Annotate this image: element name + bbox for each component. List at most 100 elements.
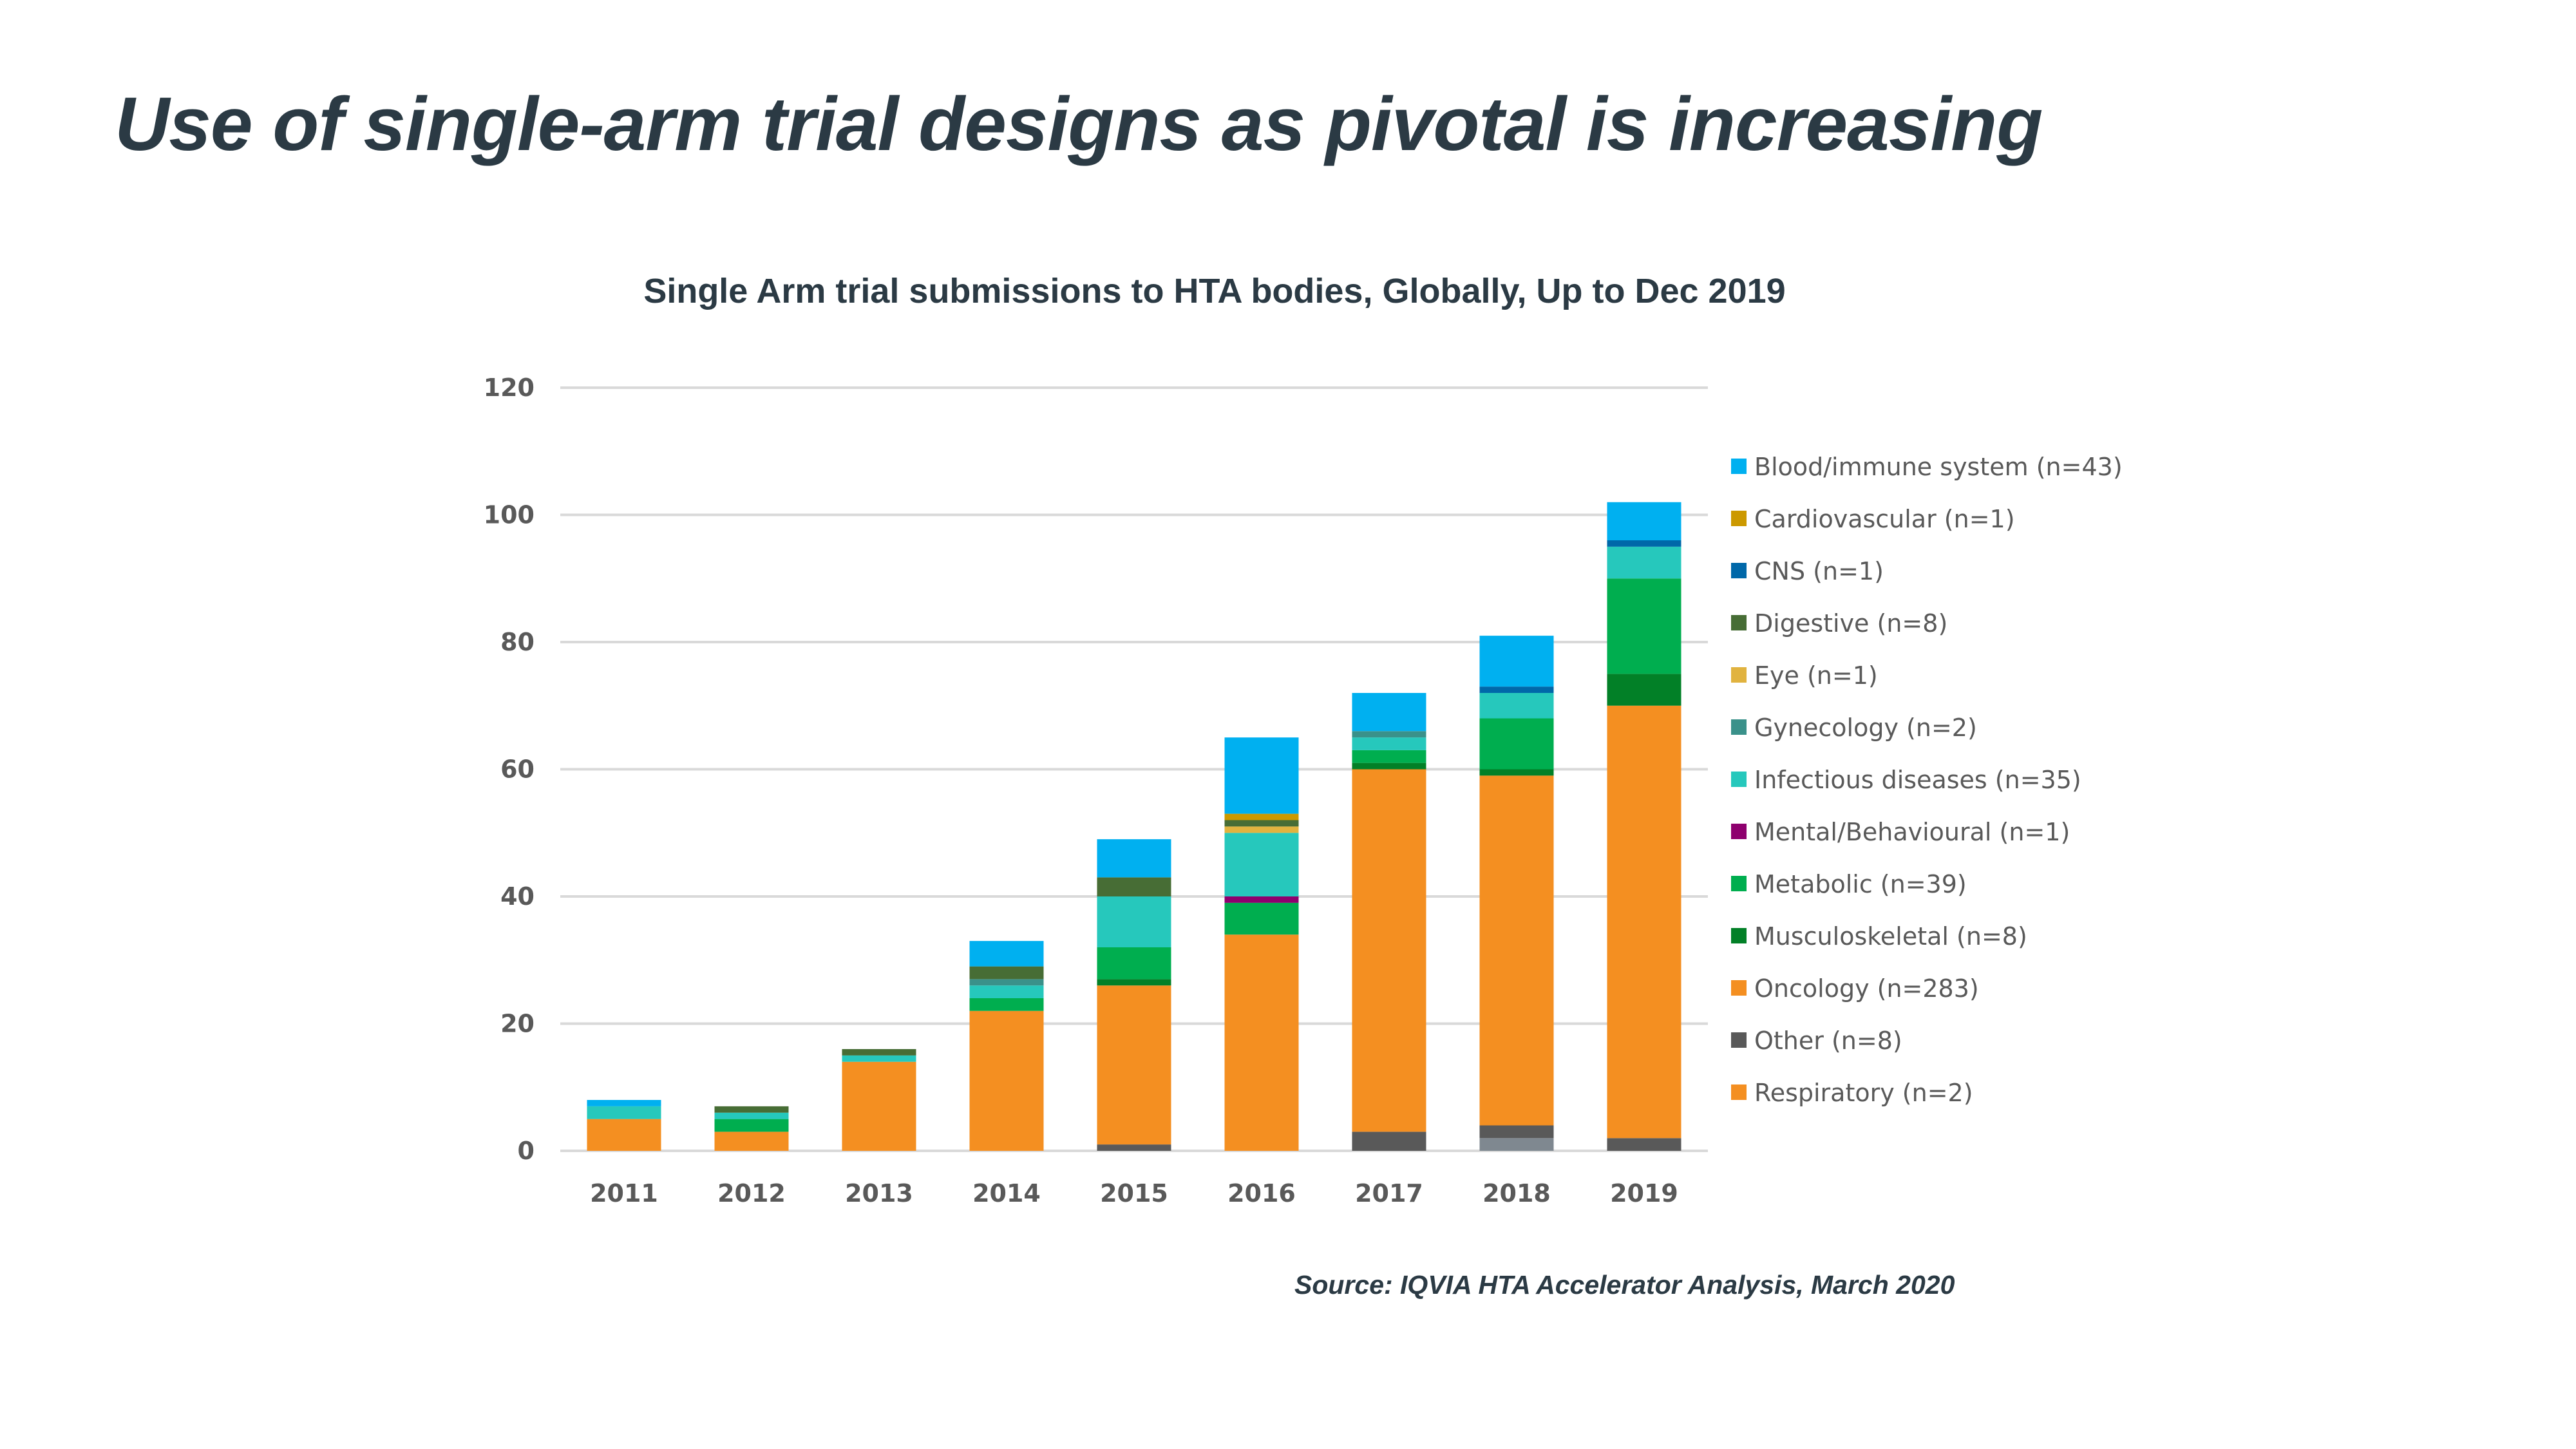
bar-segment-digestive	[1097, 877, 1171, 896]
bar-segment-infectious-diseases	[1607, 546, 1681, 579]
bar-stack-2017	[1352, 693, 1426, 1151]
legend-item: Metabolic (n=39)	[1731, 870, 1967, 898]
bar-stack-2013	[842, 1049, 916, 1151]
bar-segment-other	[1097, 1144, 1171, 1151]
bar-segment-metabolic	[1479, 718, 1554, 770]
legend-swatch	[1731, 459, 1747, 474]
x-tick-label: 2019	[1610, 1179, 1678, 1208]
legend-swatch	[1731, 1032, 1747, 1048]
y-tick-label: 20	[500, 1010, 535, 1038]
x-tick-label: 2014	[972, 1179, 1041, 1208]
bar-segment-cns	[1607, 540, 1681, 547]
bar-segment-metabolic	[714, 1119, 789, 1132]
bar-segment-gynecology	[1352, 731, 1426, 738]
bar-segment-cardiovascular	[1224, 813, 1299, 820]
legend-label: Other (n=8)	[1754, 1027, 1902, 1055]
legend-item: Respiratory (n=2)	[1731, 1079, 1973, 1107]
bars	[587, 502, 1681, 1151]
x-tick-label: 2018	[1482, 1179, 1551, 1208]
legend-swatch	[1731, 511, 1747, 526]
legend-swatch	[1731, 667, 1747, 683]
bar-segment-oncology	[1352, 769, 1426, 1132]
y-tick-label: 0	[518, 1137, 535, 1165]
legend-item: Oncology (n=283)	[1731, 974, 1979, 1003]
bar-segment-other	[1607, 1138, 1681, 1151]
bar-segment-musculoskeletal	[1479, 769, 1554, 776]
bar-segment-infectious-diseases	[1224, 833, 1299, 896]
bar-stack-2015	[1097, 839, 1171, 1151]
bar-segment-blood-immune-system	[1479, 636, 1554, 687]
bar-segment-infectious-diseases	[969, 985, 1044, 998]
legend-swatch	[1731, 928, 1747, 943]
bar-stack-2012	[714, 1106, 789, 1151]
x-tick-label: 2013	[845, 1179, 913, 1208]
bar-segment-other	[1352, 1132, 1426, 1151]
bar-segment-oncology	[1224, 934, 1299, 1151]
bar-segment-metabolic	[969, 998, 1044, 1011]
bar-segment-oncology	[969, 1010, 1044, 1151]
y-tick-label: 80	[500, 628, 535, 656]
bar-segment-musculoskeletal	[1097, 979, 1171, 986]
bar-segment-digestive	[714, 1106, 789, 1113]
legend-item: Other (n=8)	[1731, 1027, 1902, 1055]
bar-segment-infectious-diseases	[1479, 693, 1554, 719]
bar-segment-digestive	[1224, 820, 1299, 827]
bar-segment-gynecology	[969, 979, 1044, 986]
legend-label: Gynecology (n=2)	[1754, 714, 1977, 742]
legend-item: Infectious diseases (n=35)	[1731, 766, 2081, 794]
legend-label: Oncology (n=283)	[1754, 974, 1979, 1003]
bar-stack-2018	[1479, 636, 1554, 1151]
legend-swatch	[1731, 824, 1747, 839]
slide-title: Use of single-arm trial designs as pivot…	[115, 82, 2043, 167]
bar-segment-blood-immune-system	[969, 941, 1044, 967]
legend-label: Eye (n=1)	[1754, 661, 1878, 690]
bar-stack-2019	[1607, 502, 1681, 1151]
bar-segment-infectious-diseases	[714, 1112, 789, 1119]
source-note: Source: IQVIA HTA Accelerator Analysis, …	[1294, 1270, 1955, 1300]
bar-segment-digestive	[842, 1049, 916, 1056]
bar-segment-oncology	[1097, 985, 1171, 1145]
legend-label: CNS (n=1)	[1754, 557, 1884, 585]
legend-label: Respiratory (n=2)	[1754, 1079, 1973, 1107]
bar-segment-blood-immune-system	[1607, 502, 1681, 540]
legend-label: Mental/Behavioural (n=1)	[1754, 818, 2070, 846]
bar-segment-other	[1479, 1125, 1554, 1139]
bar-segment-blood-immune-system	[587, 1100, 661, 1106]
bar-segment-oncology	[714, 1132, 789, 1151]
legend-swatch	[1731, 615, 1747, 630]
bar-segment-oncology	[1479, 775, 1554, 1126]
bar-segment-digestive	[969, 966, 1044, 980]
legend-label: Musculoskeletal (n=8)	[1754, 922, 2027, 951]
x-axis-ticks: 2011 2012 2013 2014 2015 2016 2017 2018 2019	[590, 1179, 1678, 1208]
legend-label: Blood/immune system (n=43)	[1754, 453, 2123, 481]
bar-segment-oncology	[842, 1061, 916, 1151]
bar-segment-infectious-diseases	[1097, 896, 1171, 947]
bar-segment-infectious-diseases	[842, 1055, 916, 1062]
bar-segment-oncology	[587, 1119, 661, 1151]
bar-segment-infectious-diseases	[1352, 737, 1426, 750]
bar-segment-blood-immune-system	[1097, 839, 1171, 878]
bar-segment-mental-behavioural	[1224, 896, 1299, 903]
x-tick-label: 2017	[1355, 1179, 1423, 1208]
legend-swatch	[1731, 772, 1747, 787]
legend-label: Digestive (n=8)	[1754, 609, 1947, 638]
y-tick-label: 40	[500, 882, 535, 911]
bar-segment-metabolic	[1352, 750, 1426, 763]
bar-segment-metabolic	[1097, 947, 1171, 980]
x-tick-label: 2016	[1227, 1179, 1296, 1208]
bar-segment-musculoskeletal	[1352, 762, 1426, 770]
bar-segment-musculoskeletal	[1607, 674, 1681, 706]
bar-segment-metabolic	[1224, 902, 1299, 935]
legend-item: Digestive (n=8)	[1731, 609, 1947, 638]
bar-segment-infectious-diseases	[587, 1106, 661, 1119]
legend-swatch	[1731, 1084, 1747, 1100]
bar-stack-2014	[969, 941, 1044, 1151]
legend-item: Eye (n=1)	[1731, 661, 1878, 690]
legend-item: CNS (n=1)	[1731, 557, 1884, 585]
bar-segment-oncology	[1607, 705, 1681, 1139]
legend: Blood/immune system (n=43) Cardiovascular…	[1731, 453, 2123, 1107]
bar-segment-cns	[1479, 687, 1554, 693]
legend-swatch	[1731, 876, 1747, 891]
y-tick-label: 100	[484, 501, 535, 529]
